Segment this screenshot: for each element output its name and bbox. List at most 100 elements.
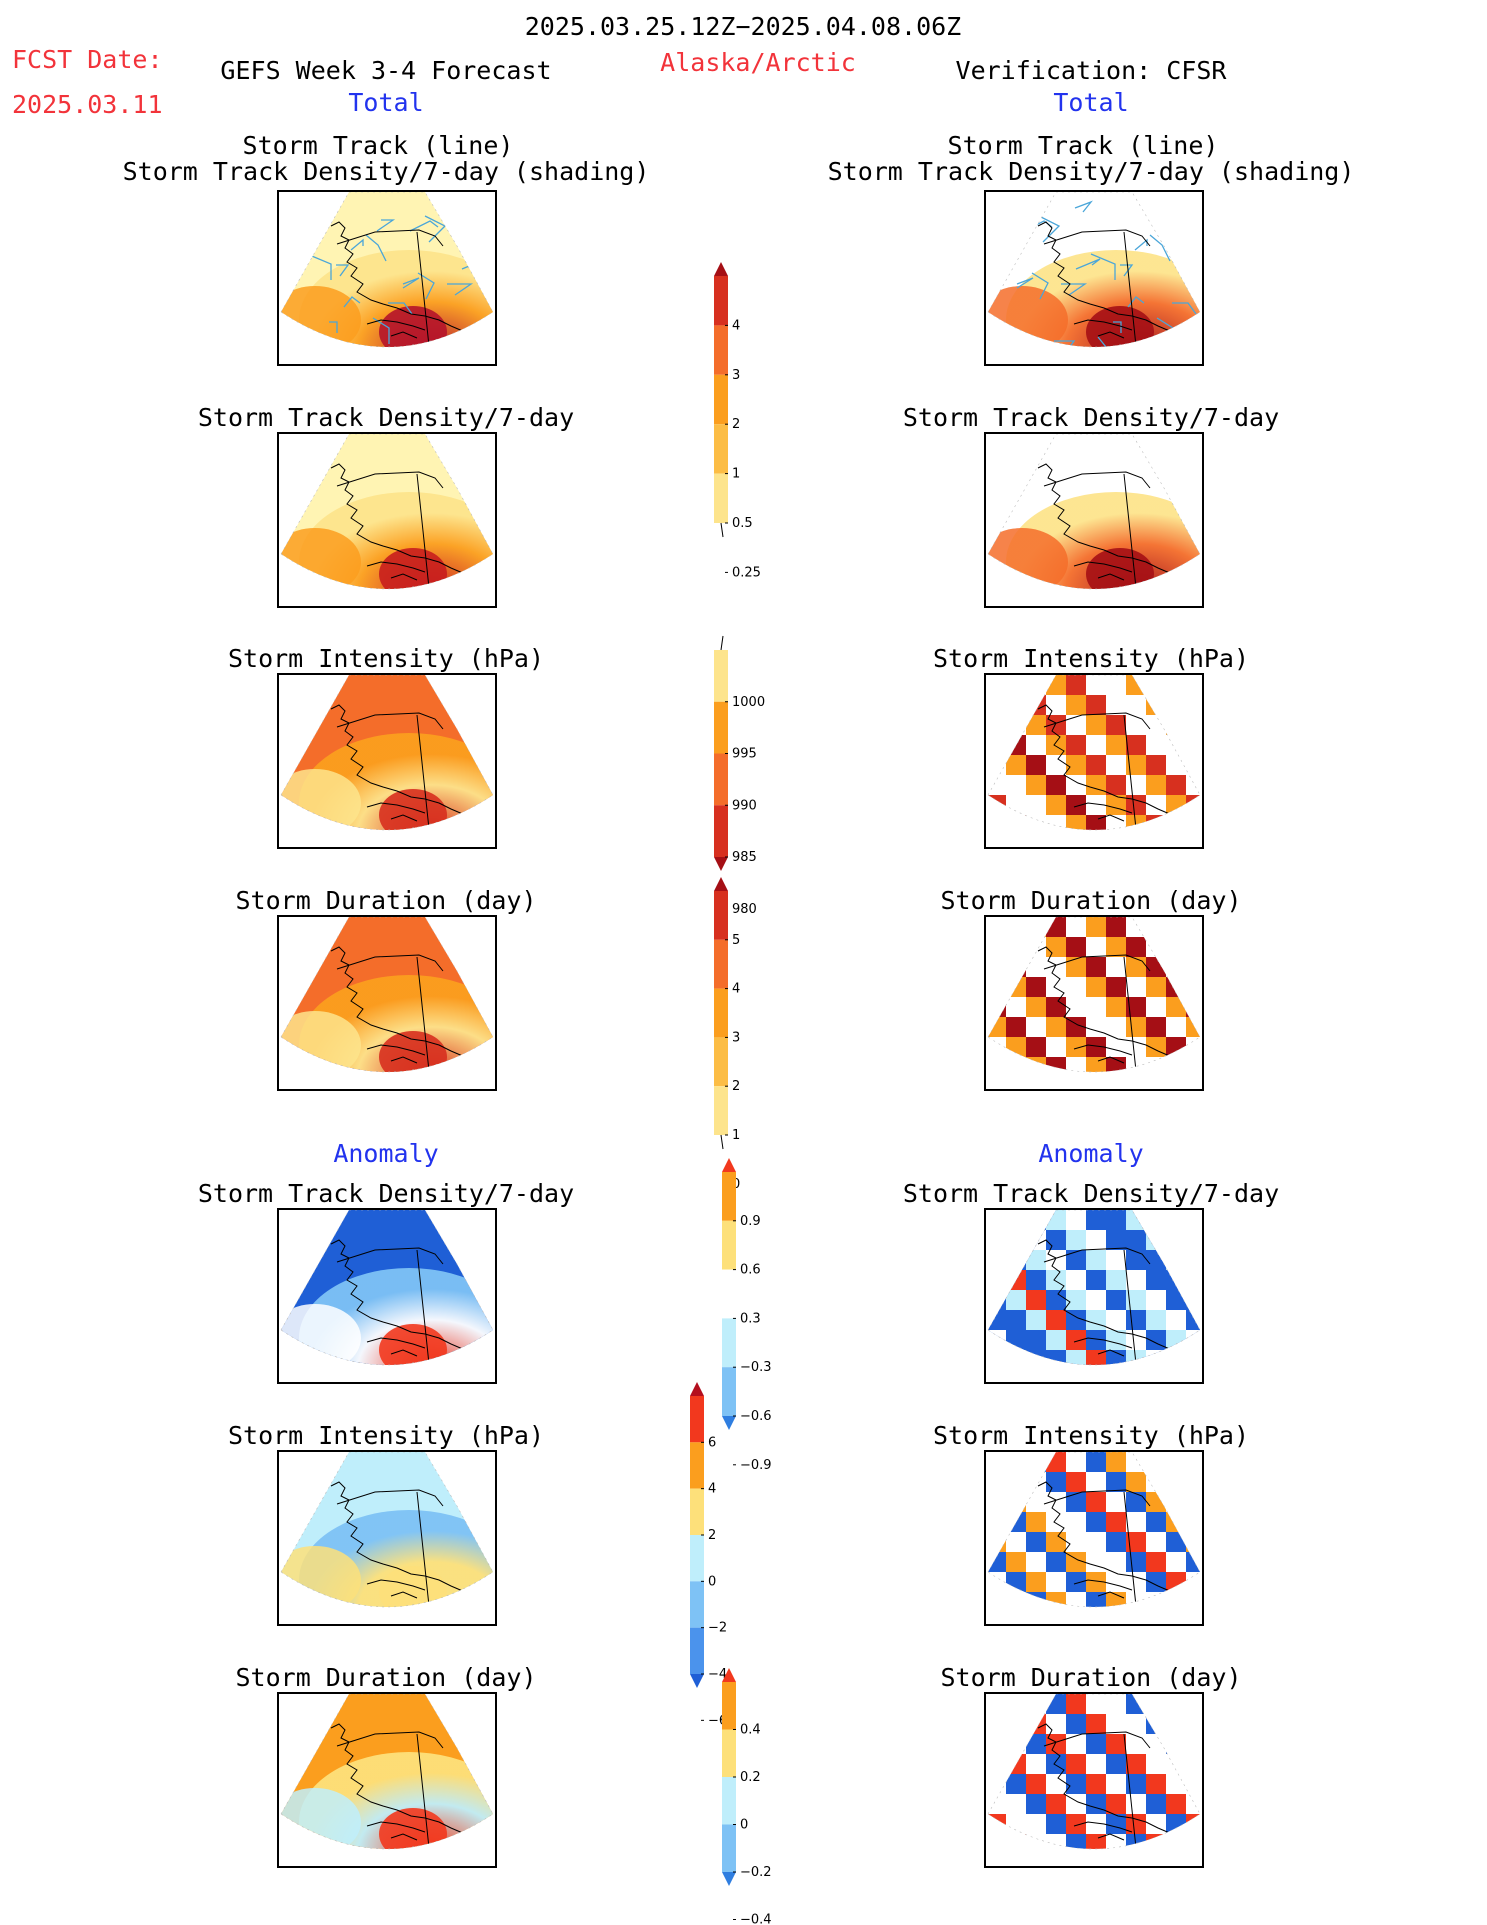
domain-outline (280, 917, 494, 1073)
panel-title-track-line: Storm Track (line) (242, 131, 514, 160)
field-cell (1006, 1834, 1026, 1849)
field-cell (1146, 775, 1166, 795)
colorbar-cap-bottom (722, 1416, 736, 1430)
field-cell (1106, 1612, 1126, 1624)
field-cell (1046, 997, 1066, 1017)
field-cell (1106, 1310, 1126, 1330)
field-cell (1186, 1452, 1200, 1472)
field-cell (1046, 1694, 1066, 1714)
field-cell (1026, 1552, 1046, 1572)
field-cell (1106, 695, 1126, 715)
field-cell (988, 1512, 1006, 1532)
field-cell (1186, 1572, 1200, 1592)
field-cell (1006, 775, 1026, 795)
field-cell (1166, 1057, 1186, 1072)
field-cell (1026, 917, 1046, 937)
field-cell (1166, 735, 1186, 755)
field-cell (1026, 795, 1046, 815)
field-cell (1046, 1472, 1066, 1492)
colorbar-tick-label: 3 (732, 1030, 740, 1045)
colorbar-segment (722, 1269, 736, 1319)
field-cell (1166, 1794, 1186, 1814)
field-cell (1086, 1077, 1106, 1089)
field-cell (1026, 1330, 1046, 1350)
field-cell (1066, 1270, 1086, 1290)
colorbar-tick-label: 4 (732, 318, 740, 333)
field-cell (1186, 1057, 1200, 1072)
map-panel-fc-intensity (277, 673, 497, 849)
field-cell (1146, 1512, 1166, 1532)
field-cell (1186, 1834, 1200, 1849)
colorbar-tick-label: 990 (732, 798, 757, 813)
field-cell (1166, 1077, 1186, 1089)
coastline (330, 463, 480, 581)
field-cell (1026, 1754, 1046, 1774)
field-cell (1186, 1774, 1200, 1794)
field-cell (1126, 1472, 1146, 1492)
border-line (1123, 956, 1137, 1072)
field-cell (1006, 1612, 1026, 1624)
colorbar-tick-label: 0.2 (740, 1770, 761, 1785)
field-cell (1086, 715, 1106, 735)
panel-title-track-density-anom-v: Storm Track Density/7-day (902, 1179, 1280, 1208)
field-cell (986, 1370, 1006, 1382)
field-cell (1166, 675, 1186, 695)
field-cell (1166, 917, 1186, 937)
field-cell (1006, 1350, 1026, 1365)
panel-title-track-line-v: Storm Track (line) (947, 131, 1219, 160)
field-cell (1046, 1512, 1066, 1532)
field-cell (1106, 917, 1126, 937)
field-cell (1066, 695, 1086, 715)
field-cell (988, 1330, 1006, 1350)
field-cell (1106, 1057, 1126, 1072)
field-cell (1026, 1592, 1046, 1607)
colorbar-tick-label: 980 (732, 902, 757, 917)
field-cell (1026, 815, 1046, 830)
field-cell (1006, 1017, 1026, 1037)
field-cell (1006, 1230, 1026, 1250)
colorbar-duration: 5 4 3 2 1 0 (714, 877, 784, 1192)
field-cell (1006, 755, 1026, 775)
field-cell (1086, 1774, 1106, 1794)
field-cell (1146, 1210, 1166, 1230)
colorbar-tail-top (720, 635, 724, 651)
field-cell (1026, 1572, 1046, 1592)
map-panel-fc-intensity-anom (277, 1450, 497, 1626)
field-cell (1186, 1552, 1200, 1572)
field-cell (1106, 937, 1126, 957)
field-cell (1166, 1492, 1186, 1512)
field-cell (1186, 795, 1200, 815)
coastline (330, 1723, 480, 1841)
field-cell (1006, 795, 1026, 815)
field-cell (1066, 1310, 1086, 1330)
field-cell (1166, 1250, 1186, 1270)
field-cell (988, 1250, 1006, 1270)
verification-label: Verification: CFSR (955, 56, 1227, 85)
domain-outline (987, 434, 1201, 590)
field-cell (1146, 1290, 1166, 1310)
domain-outline (987, 675, 1201, 831)
field-cell (1106, 1330, 1126, 1350)
field-cell (1106, 1592, 1126, 1607)
panel-title-track-density-anom: Storm Track Density/7-day (197, 1179, 575, 1208)
field-cell (1086, 795, 1106, 815)
colorbar-tick-label: 0 (732, 1177, 740, 1192)
map-panel-v-duration (984, 915, 1204, 1091)
field-cell (1106, 1532, 1126, 1552)
colorbar-segment (690, 1442, 704, 1489)
field-cell (1186, 937, 1200, 957)
field-cell (1166, 1452, 1186, 1472)
field-cell (1086, 735, 1106, 755)
colorbar-cap-top (714, 877, 728, 891)
coastline (1037, 1239, 1187, 1357)
field-cell (1106, 1350, 1126, 1365)
field-cell (1046, 977, 1066, 997)
field-cell (1106, 1854, 1126, 1866)
field-cell (1006, 977, 1026, 997)
field-cell (1026, 1734, 1046, 1754)
map-panel-fc-duration (277, 915, 497, 1091)
colorbar-tick-label: 1000 (732, 695, 765, 710)
field-cell (1126, 1350, 1146, 1365)
field-cell (1186, 1492, 1200, 1512)
map-panel-fc-density-anom (277, 1208, 497, 1384)
